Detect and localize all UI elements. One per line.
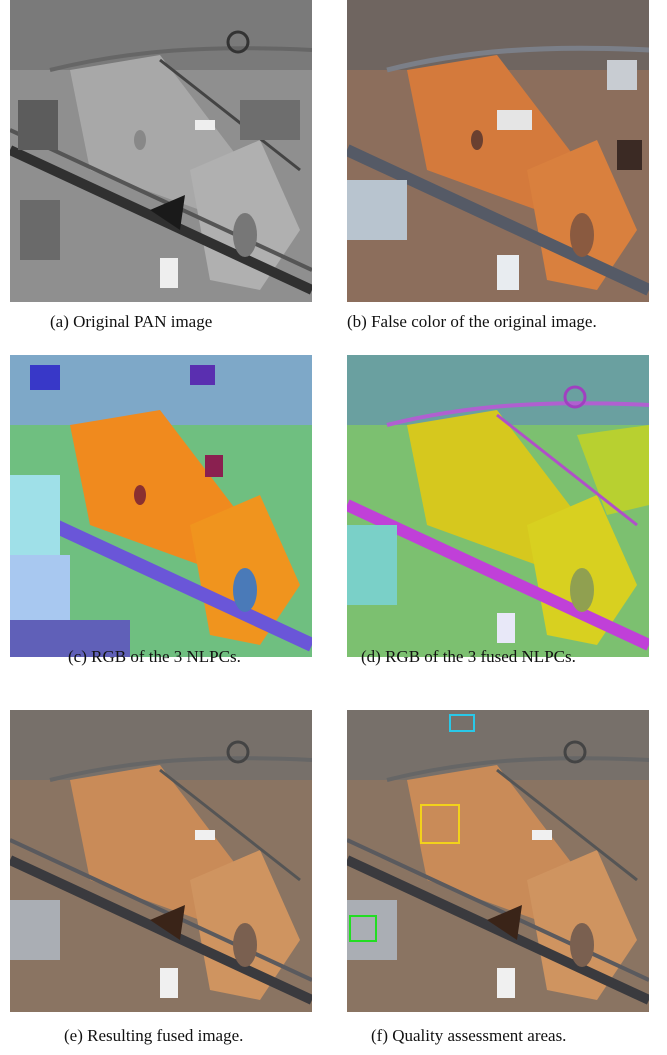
caption-f: (f) Quality assessment areas. <box>371 1026 567 1045</box>
caption-d: (d) RGB of the 3 fused NLPCs. <box>361 647 576 666</box>
pan-image <box>10 0 312 302</box>
quality-assessment-image <box>347 710 649 1012</box>
panel-a: (a) Original PAN image <box>10 0 312 340</box>
nlpc-rgb-image <box>10 355 312 657</box>
fused-nlpc-rgb-image <box>347 355 649 657</box>
panel-c: (c) RGB of the 3 NLPCs. <box>10 355 312 695</box>
panel-f: (f) Quality assessment areas. <box>347 710 649 1055</box>
caption-e: (e) Resulting fused image. <box>64 1026 244 1045</box>
panel-e: (e) Resulting fused image. <box>10 710 312 1055</box>
assessment-box-yellow <box>420 804 460 844</box>
assessment-box-green <box>349 915 377 942</box>
caption-c: (c) RGB of the 3 NLPCs. <box>68 647 241 666</box>
caption-a: (a) Original PAN image <box>50 312 213 331</box>
false-color-image <box>347 0 649 302</box>
panel-b: (b) False color of the original image. <box>347 0 649 340</box>
fused-image <box>10 710 312 1012</box>
assessment-box-cyan <box>449 714 475 732</box>
panel-d: (d) RGB of the 3 fused NLPCs. <box>347 355 649 695</box>
caption-b: (b) False color of the original image. <box>347 312 597 331</box>
